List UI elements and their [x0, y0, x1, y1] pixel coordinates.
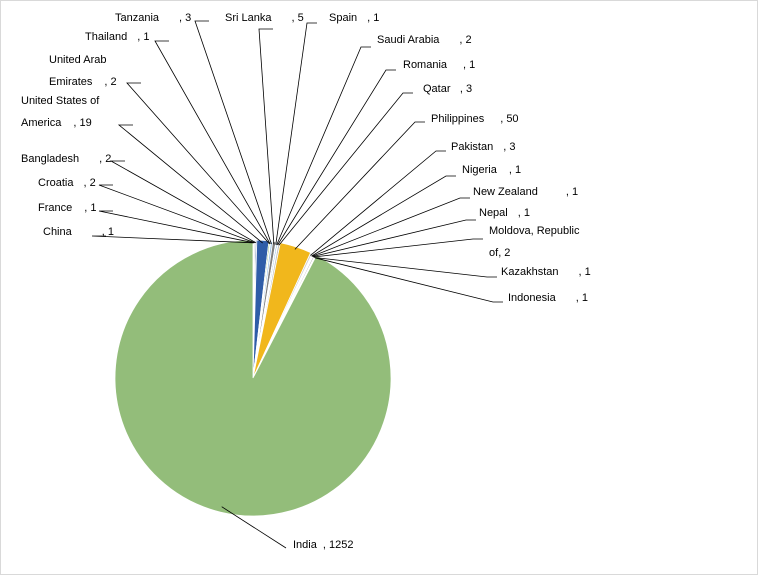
- leader-line: [275, 22, 317, 245]
- data-label-name: United Arab: [49, 54, 106, 66]
- data-label-value: , 1: [84, 202, 96, 214]
- data-label: France , 1: [38, 202, 96, 214]
- data-label: United States of America , 19: [21, 95, 100, 129]
- data-label-name: Sri Lanka: [225, 12, 272, 24]
- leader-line: [194, 20, 272, 245]
- data-label-value: , 1: [518, 207, 530, 219]
- data-label-name: Indonesia: [508, 292, 557, 304]
- data-label: Spain , 1: [329, 12, 379, 24]
- leader-line: [109, 160, 257, 244]
- data-label-value: , 3: [503, 141, 515, 153]
- leader-line: [117, 124, 263, 244]
- data-label-value: , 2: [498, 247, 510, 259]
- data-label: Qatar , 3: [423, 83, 472, 95]
- leader-line: [278, 92, 413, 246]
- data-label: Philippines , 50: [431, 113, 519, 125]
- leader-line: [126, 82, 270, 244]
- data-label-value: , 1: [463, 59, 475, 71]
- data-label-name: Emirates: [49, 76, 93, 88]
- data-label-name: Bangladesh: [21, 153, 79, 165]
- data-label: Indonesia , 1: [508, 292, 588, 304]
- data-label: Kazakhstan , 1: [501, 266, 591, 278]
- data-label-name: France: [38, 202, 72, 214]
- leader-line: [98, 184, 256, 244]
- data-label: China , 1: [43, 226, 114, 238]
- data-label-value: , 1: [367, 12, 379, 24]
- data-label-value: , 1: [576, 292, 588, 304]
- data-label: Croatia , 2: [38, 177, 96, 189]
- leader-line: [311, 175, 456, 257]
- leader-line: [310, 150, 446, 256]
- data-label-name: Moldova, Republic: [489, 225, 580, 237]
- data-label: Nepal , 1: [479, 207, 530, 219]
- data-label-value: , 2: [83, 177, 95, 189]
- leader-line: [221, 506, 287, 549]
- data-label-value: , 1: [509, 164, 521, 176]
- data-label-value: , 19: [73, 117, 91, 129]
- data-label-name: Nigeria: [462, 164, 498, 176]
- data-label-name: America: [21, 117, 62, 129]
- data-label: Sri Lanka , 5: [225, 12, 304, 24]
- data-label: Moldova, Republic of, 2: [489, 225, 580, 259]
- leader-line: [314, 257, 503, 303]
- leader-line: [258, 28, 275, 245]
- data-label-name: Spain: [329, 12, 357, 24]
- data-label-name: of: [489, 247, 499, 259]
- data-label: United Arab Emirates , 2: [49, 54, 117, 88]
- data-label-name: Thailand: [85, 31, 127, 43]
- data-label-value: , 2: [99, 153, 111, 165]
- data-label-name: Philippines: [431, 113, 485, 125]
- leader-line: [154, 40, 271, 245]
- data-label-name: Croatia: [38, 177, 74, 189]
- data-label: New Zealand , 1: [473, 186, 578, 198]
- data-label-name: India: [293, 539, 318, 551]
- leader-line: [312, 219, 476, 257]
- leader-line: [314, 257, 497, 278]
- data-label-name: China: [43, 226, 73, 238]
- data-label-value: , 5: [291, 12, 303, 24]
- leader-line: [276, 46, 371, 246]
- leader-line: [91, 235, 254, 244]
- data-label: India , 1252: [293, 539, 353, 551]
- leader-line: [98, 210, 254, 244]
- data-label-value: , 1: [137, 31, 149, 43]
- data-label-value: , 1252: [323, 539, 354, 551]
- leader-line: [294, 121, 425, 250]
- data-label-value: , 50: [500, 113, 518, 125]
- data-label: Romania , 1: [403, 59, 475, 71]
- data-label-name: Tanzania: [115, 12, 160, 24]
- data-label-name: United States of: [21, 95, 100, 107]
- data-label: Tanzania , 3: [115, 12, 191, 24]
- data-label-name: Pakistan: [451, 141, 493, 153]
- data-label-name: Saudi Arabia: [377, 34, 440, 46]
- leader-line: [277, 69, 396, 246]
- data-label: Pakistan , 3: [451, 141, 515, 153]
- data-label-value: , 3: [460, 83, 472, 95]
- data-label-value: , 3: [179, 12, 191, 24]
- data-label-name: Qatar: [423, 83, 451, 95]
- data-label-value: , 1: [578, 266, 590, 278]
- data-label: Thailand , 1: [85, 31, 149, 43]
- data-label-name: Romania: [403, 59, 448, 71]
- data-label: Nigeria , 1: [462, 164, 521, 176]
- data-label-name: New Zealand: [473, 186, 538, 198]
- data-label-value: , 1: [102, 226, 114, 238]
- data-label: Bangladesh , 2: [21, 153, 111, 165]
- data-label-name: Kazakhstan: [501, 266, 558, 278]
- data-label-value: , 1: [566, 186, 578, 198]
- data-label-name: Nepal: [479, 207, 508, 219]
- pie-slice-india: [114, 239, 392, 517]
- data-label-value: , 2: [104, 76, 116, 88]
- data-label: Saudi Arabia , 2: [377, 34, 472, 46]
- data-label-value: , 2: [459, 34, 471, 46]
- leader-line: [313, 238, 483, 258]
- leader-line: [311, 197, 470, 257]
